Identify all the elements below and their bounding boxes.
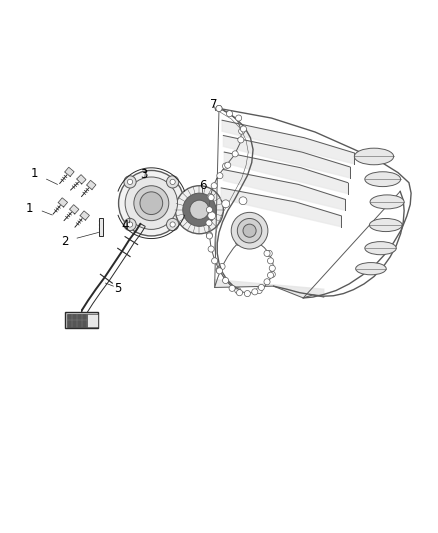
Polygon shape [58, 198, 67, 207]
Polygon shape [215, 280, 324, 298]
Circle shape [239, 128, 245, 134]
Circle shape [216, 106, 222, 111]
Circle shape [208, 246, 214, 252]
Circle shape [134, 185, 169, 221]
Ellipse shape [365, 241, 396, 255]
Text: 7: 7 [210, 98, 218, 110]
Circle shape [264, 251, 270, 256]
Circle shape [206, 232, 212, 238]
Circle shape [206, 207, 212, 213]
Text: 3: 3 [140, 168, 148, 181]
Bar [67, 313, 87, 327]
Polygon shape [80, 211, 89, 220]
Ellipse shape [370, 195, 404, 209]
Text: 6: 6 [199, 179, 207, 192]
Circle shape [268, 272, 274, 278]
Polygon shape [77, 175, 86, 184]
Circle shape [190, 200, 209, 220]
Circle shape [125, 177, 177, 229]
Circle shape [243, 224, 256, 237]
Text: 5: 5 [114, 282, 121, 295]
Circle shape [140, 192, 162, 215]
Circle shape [237, 219, 262, 243]
Circle shape [264, 279, 270, 285]
Circle shape [127, 179, 133, 184]
Circle shape [236, 239, 242, 246]
Circle shape [240, 126, 247, 132]
Circle shape [216, 267, 222, 273]
Circle shape [219, 263, 225, 270]
Circle shape [119, 171, 184, 236]
Circle shape [252, 289, 258, 295]
Circle shape [216, 106, 222, 111]
Bar [87, 313, 98, 327]
Circle shape [170, 179, 175, 184]
Circle shape [222, 200, 230, 208]
Circle shape [207, 193, 213, 200]
Circle shape [269, 265, 276, 271]
Circle shape [269, 271, 276, 277]
Circle shape [175, 185, 223, 234]
Circle shape [226, 111, 233, 117]
Polygon shape [221, 188, 341, 227]
Circle shape [223, 163, 229, 169]
Circle shape [124, 176, 136, 188]
Polygon shape [222, 120, 354, 164]
Circle shape [206, 220, 212, 226]
Bar [65, 312, 98, 328]
Ellipse shape [356, 263, 386, 275]
Circle shape [229, 285, 235, 292]
Polygon shape [87, 180, 96, 190]
Ellipse shape [365, 172, 401, 187]
Polygon shape [70, 205, 79, 214]
Circle shape [170, 222, 175, 227]
Circle shape [244, 290, 251, 297]
Circle shape [212, 258, 218, 264]
Text: 1: 1 [25, 202, 33, 215]
Polygon shape [65, 167, 74, 176]
Circle shape [216, 268, 223, 274]
Circle shape [268, 258, 274, 264]
Bar [130, 217, 139, 220]
Ellipse shape [354, 148, 394, 165]
Circle shape [225, 162, 231, 168]
Polygon shape [223, 169, 345, 210]
Circle shape [127, 222, 133, 227]
Circle shape [238, 137, 244, 143]
Polygon shape [224, 152, 348, 193]
Circle shape [208, 195, 214, 200]
Circle shape [231, 212, 268, 249]
Circle shape [166, 219, 179, 231]
Circle shape [206, 233, 212, 239]
Circle shape [217, 173, 223, 179]
Text: 4: 4 [121, 219, 129, 231]
Circle shape [124, 219, 136, 231]
Text: 2: 2 [62, 235, 69, 248]
Circle shape [258, 285, 265, 290]
Circle shape [223, 277, 229, 284]
Circle shape [208, 212, 215, 220]
Circle shape [232, 151, 238, 157]
Ellipse shape [369, 219, 402, 231]
Circle shape [266, 251, 272, 256]
Polygon shape [223, 135, 350, 178]
Circle shape [239, 197, 247, 205]
Circle shape [237, 289, 243, 296]
Bar [99, 217, 103, 236]
Circle shape [183, 193, 216, 227]
Circle shape [256, 287, 262, 294]
Circle shape [211, 183, 217, 189]
Circle shape [251, 237, 257, 244]
Circle shape [235, 287, 241, 294]
Circle shape [236, 115, 242, 121]
Circle shape [166, 176, 179, 188]
Text: 1: 1 [31, 167, 39, 181]
